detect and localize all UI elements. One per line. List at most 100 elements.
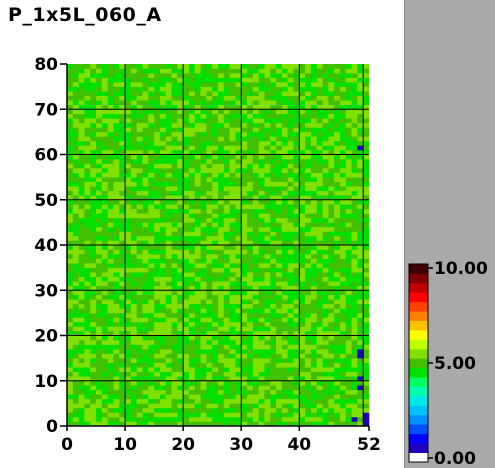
heatmap-cell <box>142 308 149 314</box>
heatmap-cell <box>258 204 265 210</box>
heatmap-cell <box>328 172 335 178</box>
heatmap-cell <box>363 317 370 323</box>
heatmap-cell <box>212 321 219 327</box>
heatmap-cell <box>171 412 178 418</box>
heatmap-cell <box>247 376 254 382</box>
heatmap-cell <box>90 263 97 268</box>
heatmap-cell <box>276 159 283 164</box>
heatmap-cell <box>316 263 323 268</box>
heatmap-cell <box>345 109 352 115</box>
heatmap-cell <box>119 86 126 92</box>
heatmap-cell <box>165 213 172 219</box>
heatmap-cell <box>171 73 178 78</box>
heatmap-cell <box>188 82 196 87</box>
heatmap-cell <box>339 367 347 373</box>
heatmap-cell <box>188 240 196 246</box>
heatmap-cell <box>281 344 288 350</box>
heatmap-cell <box>142 190 149 196</box>
heatmap-cell <box>299 245 306 250</box>
heatmap-cell <box>223 340 230 345</box>
heatmap-cell <box>339 208 347 214</box>
heatmap-cell <box>339 290 347 296</box>
heatmap-cell <box>206 122 213 128</box>
heatmap-cell <box>235 398 242 404</box>
heatmap-cell <box>119 231 126 237</box>
heatmap-cell <box>212 154 219 160</box>
heatmap-cell <box>264 195 271 201</box>
heatmap-cell <box>212 358 219 363</box>
heatmap-cell <box>328 267 335 273</box>
heatmap-cell <box>194 312 201 318</box>
heatmap-cell <box>183 109 190 115</box>
heatmap-cell <box>247 131 254 137</box>
heatmap-cell <box>206 208 213 214</box>
heatmap-cell <box>101 335 108 341</box>
heatmap-cell <box>270 371 277 377</box>
heatmap-cell <box>229 181 236 187</box>
heatmap-cell <box>339 272 347 277</box>
heatmap-cell <box>322 217 329 223</box>
heatmap-cell <box>223 168 230 173</box>
heatmap-cell <box>130 344 137 350</box>
heatmap-cell <box>223 91 230 96</box>
y-tick-label: 20 <box>34 327 58 347</box>
heatmap-cell <box>247 159 254 164</box>
heatmap-cell <box>218 344 225 350</box>
heatmap-cell <box>165 249 172 255</box>
heatmap-cell <box>206 145 213 151</box>
heatmap-cell <box>200 371 207 377</box>
heatmap-cell <box>305 149 312 155</box>
heatmap-cell <box>247 254 254 259</box>
heatmap-cell <box>247 177 254 182</box>
heatmap-cell <box>339 195 347 201</box>
heatmap-cell <box>183 294 190 300</box>
heatmap-cell <box>154 272 161 277</box>
heatmap-cell <box>328 122 335 128</box>
heatmap-cell <box>90 335 97 341</box>
heatmap-cell <box>351 195 358 201</box>
heatmap-cell <box>136 281 143 287</box>
heatmap-cell <box>159 376 167 382</box>
heatmap-cell <box>252 186 259 191</box>
heatmap-cell <box>136 389 143 395</box>
heatmap-cell <box>339 245 347 250</box>
heatmap-cell <box>270 281 277 287</box>
heatmap-cell <box>101 353 108 359</box>
heatmap-cell <box>165 186 172 191</box>
heatmap-cell <box>67 86 74 92</box>
heatmap-cell <box>218 140 225 146</box>
heatmap-cell <box>130 276 137 282</box>
heatmap-cell <box>351 263 358 268</box>
heatmap-cell <box>125 276 132 282</box>
heatmap-cell <box>334 154 341 160</box>
heatmap-cell <box>247 367 254 373</box>
heatmap-cell <box>258 407 265 413</box>
heatmap-cell <box>130 68 137 74</box>
heatmap-cell <box>218 258 225 264</box>
heatmap-cell <box>101 389 108 395</box>
heatmap-cell <box>293 226 300 232</box>
heatmap-cell <box>351 335 358 341</box>
heatmap-cell <box>107 204 114 210</box>
heatmap-cell <box>363 177 370 182</box>
heatmap-cell <box>136 312 143 318</box>
heatmap-cell <box>148 421 155 427</box>
heatmap-cell <box>67 290 74 296</box>
heatmap-cell <box>212 317 219 323</box>
heatmap-cell <box>229 100 236 106</box>
heatmap-cell <box>241 312 248 318</box>
heatmap-cell <box>247 208 254 214</box>
heatmap-cell <box>148 416 155 422</box>
heatmap-cell <box>90 245 97 250</box>
heatmap-cell <box>316 77 323 83</box>
heatmap-cell <box>90 68 97 74</box>
heatmap-cell <box>90 104 97 110</box>
heatmap-cell <box>212 118 219 124</box>
heatmap-cell <box>270 263 277 268</box>
heatmap-cell <box>305 204 312 210</box>
heatmap-cell <box>171 118 178 124</box>
heatmap-cell <box>113 249 120 255</box>
heatmap-cell <box>218 249 225 255</box>
heatmap-cell <box>305 416 312 422</box>
heatmap-cell <box>188 204 196 210</box>
